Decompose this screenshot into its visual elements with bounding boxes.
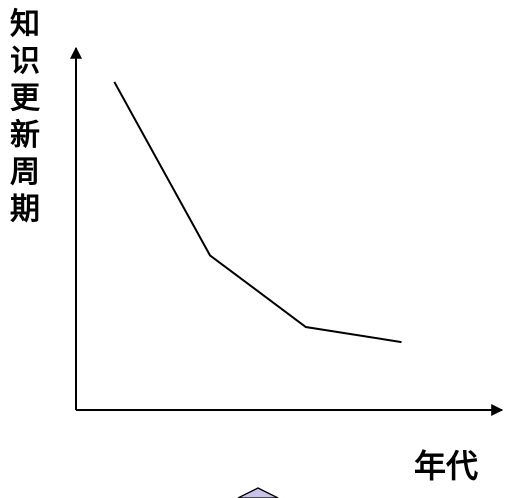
y-axis-label: 知识更新周期 xyxy=(10,7,40,227)
x-axis-label: 年代 xyxy=(414,447,479,485)
series-layer xyxy=(113,81,402,344)
series-line-0 xyxy=(113,81,402,344)
partial-decorative-shape xyxy=(237,487,279,498)
